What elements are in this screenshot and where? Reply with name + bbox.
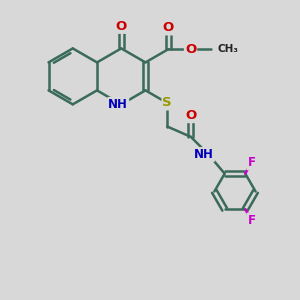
Text: CH₃: CH₃	[217, 44, 238, 54]
Text: NH: NH	[108, 98, 128, 111]
Text: O: O	[116, 20, 127, 33]
Text: S: S	[162, 97, 172, 110]
Text: F: F	[248, 156, 256, 170]
Text: NH: NH	[194, 148, 214, 161]
Text: F: F	[248, 214, 256, 226]
Text: O: O	[185, 43, 196, 56]
Text: O: O	[185, 109, 196, 122]
Text: O: O	[163, 21, 174, 34]
